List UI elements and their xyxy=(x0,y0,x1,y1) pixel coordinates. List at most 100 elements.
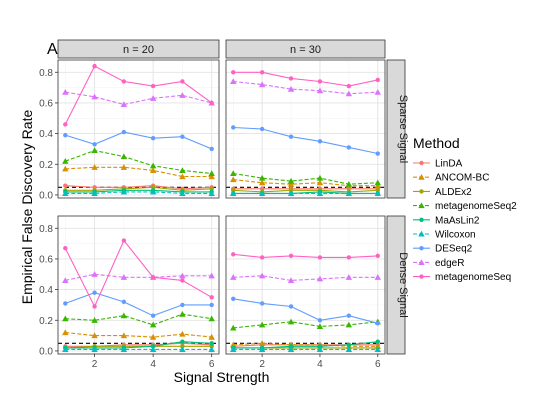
data-point xyxy=(345,90,353,97)
data-point xyxy=(258,190,266,196)
data-point xyxy=(288,76,294,81)
facet-col-label: n = 30 xyxy=(290,44,321,56)
data-point xyxy=(288,134,294,139)
data-point xyxy=(287,277,295,283)
x-tick-label: 6 xyxy=(209,359,215,370)
data-point xyxy=(317,318,323,323)
y-tick-label: 0.2 xyxy=(39,160,53,171)
facet-row-label: Dense Signal xyxy=(397,252,409,317)
series-line-aldex2 xyxy=(65,345,212,349)
series-line-aldex2 xyxy=(65,186,212,191)
data-point xyxy=(149,321,157,328)
data-point xyxy=(208,333,215,340)
data-point xyxy=(259,70,265,75)
legend-label: edgeR xyxy=(435,258,464,269)
data-point xyxy=(92,142,97,147)
data-point xyxy=(91,164,98,170)
data-point xyxy=(231,70,236,75)
data-point xyxy=(63,183,68,188)
panel-border xyxy=(225,59,386,199)
data-point xyxy=(287,190,295,196)
legend-key-marker xyxy=(419,189,424,194)
data-point xyxy=(345,274,353,280)
legend-key-marker xyxy=(419,217,424,222)
data-point xyxy=(120,274,128,280)
data-point xyxy=(62,329,69,336)
data-point xyxy=(91,190,98,196)
data-point xyxy=(374,190,381,196)
data-point xyxy=(259,126,265,132)
x-tick-label: 4 xyxy=(317,359,323,370)
panel-background xyxy=(58,216,219,354)
data-point xyxy=(91,271,98,277)
legend-label: metagenomeSeq xyxy=(435,272,511,283)
data-point xyxy=(374,89,381,95)
data-point xyxy=(63,301,68,306)
data-point xyxy=(375,151,380,156)
data-point xyxy=(120,188,128,195)
data-point xyxy=(230,346,237,352)
data-point xyxy=(179,92,186,98)
series-line-ancom-bc xyxy=(233,342,378,347)
data-point xyxy=(180,134,185,139)
data-point xyxy=(375,253,380,259)
series-line-deseq2 xyxy=(233,126,378,155)
data-point xyxy=(230,190,237,196)
legend-key-marker xyxy=(418,202,425,209)
data-point xyxy=(316,174,324,181)
data-point xyxy=(345,190,353,196)
data-point xyxy=(346,145,352,150)
y-axis-title: Empirical False Discovery Rate xyxy=(19,110,35,305)
series-line-deseq2 xyxy=(233,298,378,324)
series-line-maaslin2 xyxy=(65,341,212,349)
panel-background xyxy=(226,60,385,198)
data-point xyxy=(209,295,214,300)
data-point xyxy=(149,167,157,173)
data-point xyxy=(180,339,185,344)
facet-strip-row xyxy=(386,215,406,355)
data-point xyxy=(149,162,157,169)
x-axis-title: Signal Strength xyxy=(174,369,270,385)
series-line-maaslin2 xyxy=(65,189,212,193)
legend-key-marker xyxy=(418,230,425,237)
data-point xyxy=(346,83,352,89)
data-point xyxy=(346,313,352,318)
facet-row-label: Sparse Signal xyxy=(397,95,409,164)
y-tick-label: 0.8 xyxy=(39,224,53,235)
data-point xyxy=(288,253,294,259)
data-point xyxy=(179,346,186,352)
data-point xyxy=(179,167,186,173)
data-point xyxy=(92,304,97,309)
data-point xyxy=(92,185,97,190)
data-point xyxy=(180,302,185,308)
data-point xyxy=(345,321,353,328)
data-point xyxy=(258,321,266,328)
series-line-deseq2 xyxy=(65,131,212,150)
data-point xyxy=(209,186,214,191)
legend-item: MaAsLin2 xyxy=(413,215,480,226)
data-point xyxy=(258,340,266,346)
legend-label: ALDEx2 xyxy=(435,187,472,198)
legend-key-marker xyxy=(418,174,425,180)
data-point xyxy=(258,174,266,181)
data-point xyxy=(374,274,381,280)
data-point xyxy=(120,346,128,352)
data-point xyxy=(179,330,186,337)
legend: Method LinDA ANCOM-BC ALDEx2 metagenomeSeq2 M… xyxy=(413,135,517,283)
x-tick-label: 2 xyxy=(92,359,98,370)
data-point xyxy=(121,299,127,305)
series-line-edger xyxy=(65,273,212,281)
data-point xyxy=(179,310,186,317)
data-point xyxy=(179,190,186,196)
data-point xyxy=(375,339,380,344)
series-line-linda xyxy=(65,185,212,190)
data-point xyxy=(287,318,295,325)
series-line-edger xyxy=(233,80,378,95)
data-point xyxy=(121,79,127,84)
data-point xyxy=(345,181,353,187)
facet-panel xyxy=(57,215,220,355)
series-line-edger xyxy=(233,275,378,281)
series-line-metagenomeseq xyxy=(64,239,212,308)
